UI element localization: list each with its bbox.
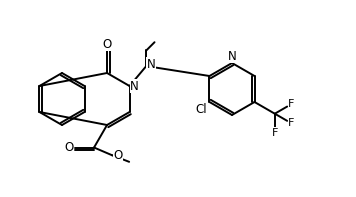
Text: N: N bbox=[147, 58, 156, 71]
Text: F: F bbox=[288, 118, 295, 128]
Text: N: N bbox=[130, 80, 139, 93]
Text: Cl: Cl bbox=[196, 102, 207, 115]
Text: F: F bbox=[272, 128, 278, 138]
Text: O: O bbox=[64, 141, 73, 154]
Text: O: O bbox=[114, 149, 123, 162]
Text: F: F bbox=[288, 99, 295, 109]
Text: N: N bbox=[227, 49, 236, 62]
Text: O: O bbox=[103, 38, 112, 51]
